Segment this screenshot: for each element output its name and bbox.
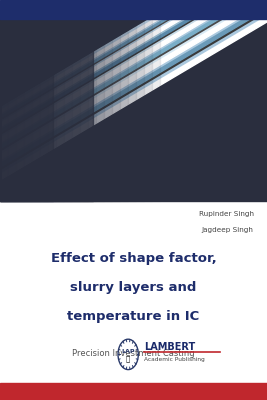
Polygon shape [0, 19, 212, 201]
Bar [0, 19, 48, 201]
Bar [0, 19, 16, 201]
Bar [0, 19, 80, 201]
Polygon shape [0, 19, 238, 201]
Polygon shape [0, 19, 152, 201]
Bar [0, 19, 160, 201]
Bar [0, 201, 267, 383]
Text: LAMBERT: LAMBERT [144, 342, 195, 352]
Polygon shape [0, 19, 199, 201]
Polygon shape [0, 19, 182, 201]
Bar [0, 19, 93, 201]
Bar [0, 19, 144, 201]
Text: Precision Investment Casting: Precision Investment Casting [72, 349, 195, 358]
Bar [0, 383, 267, 400]
Text: Academic Publishing: Academic Publishing [144, 357, 205, 362]
Polygon shape [0, 19, 168, 201]
Bar [0, 19, 32, 201]
Polygon shape [0, 19, 171, 201]
Polygon shape [0, 19, 223, 201]
Bar [0, 19, 96, 201]
Text: slurry layers and: slurry layers and [70, 281, 197, 294]
Polygon shape [0, 19, 162, 201]
Bar [0, 19, 56, 201]
Polygon shape [0, 19, 250, 201]
Bar [0, 0, 267, 19]
Bar [0, 19, 152, 201]
Polygon shape [0, 19, 267, 201]
Bar [0, 19, 88, 201]
Polygon shape [0, 19, 242, 201]
Bar [0, 19, 24, 201]
Polygon shape [0, 19, 209, 201]
Bar [0, 19, 112, 201]
Text: temperature in IC: temperature in IC [67, 310, 200, 323]
Polygon shape [0, 19, 186, 201]
Text: 🤝: 🤝 [126, 355, 130, 362]
Bar [0, 19, 128, 201]
Polygon shape [0, 19, 174, 201]
Bar [0, 19, 104, 201]
Polygon shape [0, 19, 159, 201]
Polygon shape [0, 19, 227, 201]
Polygon shape [0, 19, 260, 201]
Polygon shape [0, 19, 192, 201]
Text: Effect of shape factor,: Effect of shape factor, [51, 252, 216, 265]
Polygon shape [0, 19, 195, 201]
Bar [0, 19, 64, 201]
Bar [0, 19, 120, 201]
Text: LAP: LAP [121, 349, 135, 354]
Bar [0, 19, 40, 201]
Bar [0, 19, 8, 201]
Polygon shape [0, 19, 219, 201]
Polygon shape [0, 19, 254, 201]
Bar [0, 19, 267, 201]
Bar [0, 19, 136, 201]
Text: Jagdeep Singh: Jagdeep Singh [202, 227, 254, 233]
Text: Rupinder Singh: Rupinder Singh [199, 211, 254, 217]
Bar [0, 19, 72, 201]
Bar [0, 19, 53, 201]
